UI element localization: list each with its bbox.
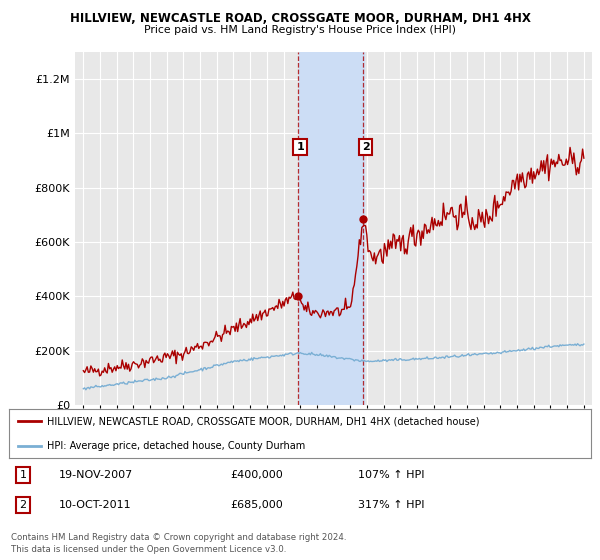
Text: HILLVIEW, NEWCASTLE ROAD, CROSSGATE MOOR, DURHAM, DH1 4HX: HILLVIEW, NEWCASTLE ROAD, CROSSGATE MOOR…	[70, 12, 530, 25]
Bar	[299, 52, 364, 405]
Text: 1: 1	[19, 470, 26, 480]
Text: £400,000: £400,000	[230, 470, 283, 480]
Text: 2: 2	[362, 142, 370, 152]
Text: 107% ↑ HPI: 107% ↑ HPI	[358, 470, 425, 480]
Text: 10-OCT-2011: 10-OCT-2011	[58, 500, 131, 510]
Text: 2: 2	[19, 500, 26, 510]
Text: 19-NOV-2007: 19-NOV-2007	[58, 470, 133, 480]
Text: £685,000: £685,000	[230, 500, 283, 510]
Text: 317% ↑ HPI: 317% ↑ HPI	[358, 500, 425, 510]
Text: This data is licensed under the Open Government Licence v3.0.: This data is licensed under the Open Gov…	[11, 545, 286, 554]
Text: Price paid vs. HM Land Registry's House Price Index (HPI): Price paid vs. HM Land Registry's House …	[144, 25, 456, 35]
Text: Contains HM Land Registry data © Crown copyright and database right 2024.: Contains HM Land Registry data © Crown c…	[11, 533, 346, 542]
Text: 1: 1	[296, 142, 304, 152]
Text: HILLVIEW, NEWCASTLE ROAD, CROSSGATE MOOR, DURHAM, DH1 4HX (detached house): HILLVIEW, NEWCASTLE ROAD, CROSSGATE MOOR…	[47, 416, 479, 426]
Text: HPI: Average price, detached house, County Durham: HPI: Average price, detached house, Coun…	[47, 441, 305, 451]
